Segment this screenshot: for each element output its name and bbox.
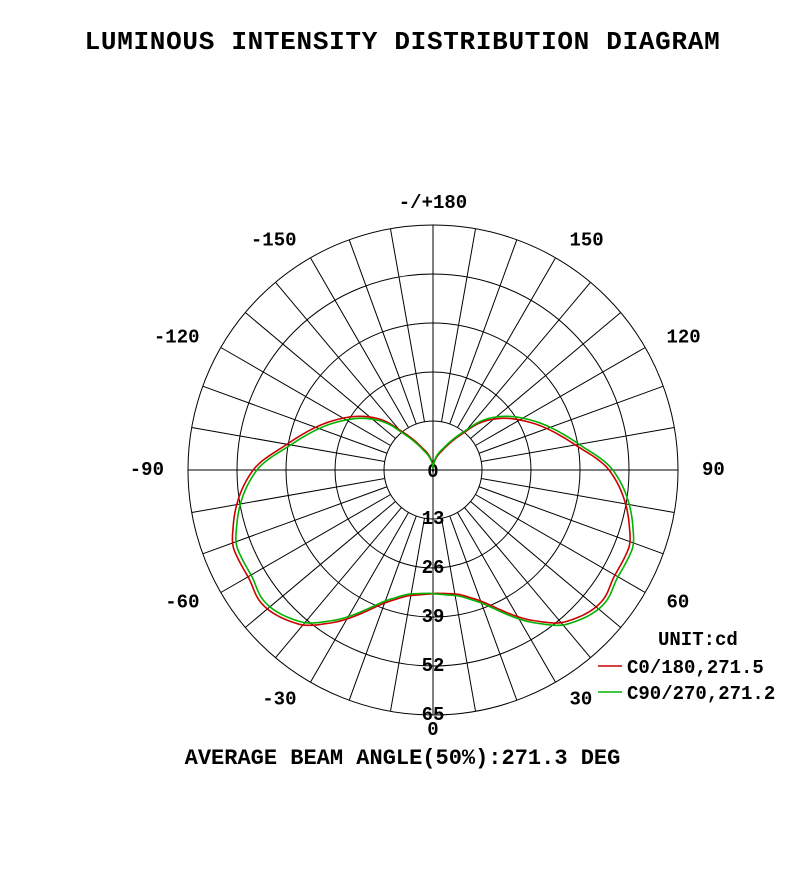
svg-text:52: 52 [422, 655, 445, 677]
svg-text:-60: -60 [165, 592, 199, 614]
svg-text:30: 30 [570, 689, 593, 711]
svg-text:26: 26 [422, 557, 445, 579]
svg-text:39: 39 [422, 606, 445, 628]
svg-text:-150: -150 [251, 230, 297, 252]
svg-text:-/+180: -/+180 [399, 192, 467, 214]
svg-text:90: 90 [702, 459, 725, 481]
svg-text:C90/270,271.2: C90/270,271.2 [627, 683, 775, 705]
svg-text:-30: -30 [262, 689, 296, 711]
svg-text:150: 150 [570, 230, 604, 252]
svg-text:120: 120 [667, 327, 701, 349]
svg-text:0: 0 [427, 719, 438, 741]
svg-text:13: 13 [422, 508, 445, 530]
svg-text:UNIT:cd: UNIT:cd [658, 629, 738, 651]
svg-text:60: 60 [667, 592, 690, 614]
svg-text:C0/180,271.5: C0/180,271.5 [627, 657, 764, 679]
svg-text:-90: -90 [130, 459, 164, 481]
svg-text:-120: -120 [154, 327, 200, 349]
